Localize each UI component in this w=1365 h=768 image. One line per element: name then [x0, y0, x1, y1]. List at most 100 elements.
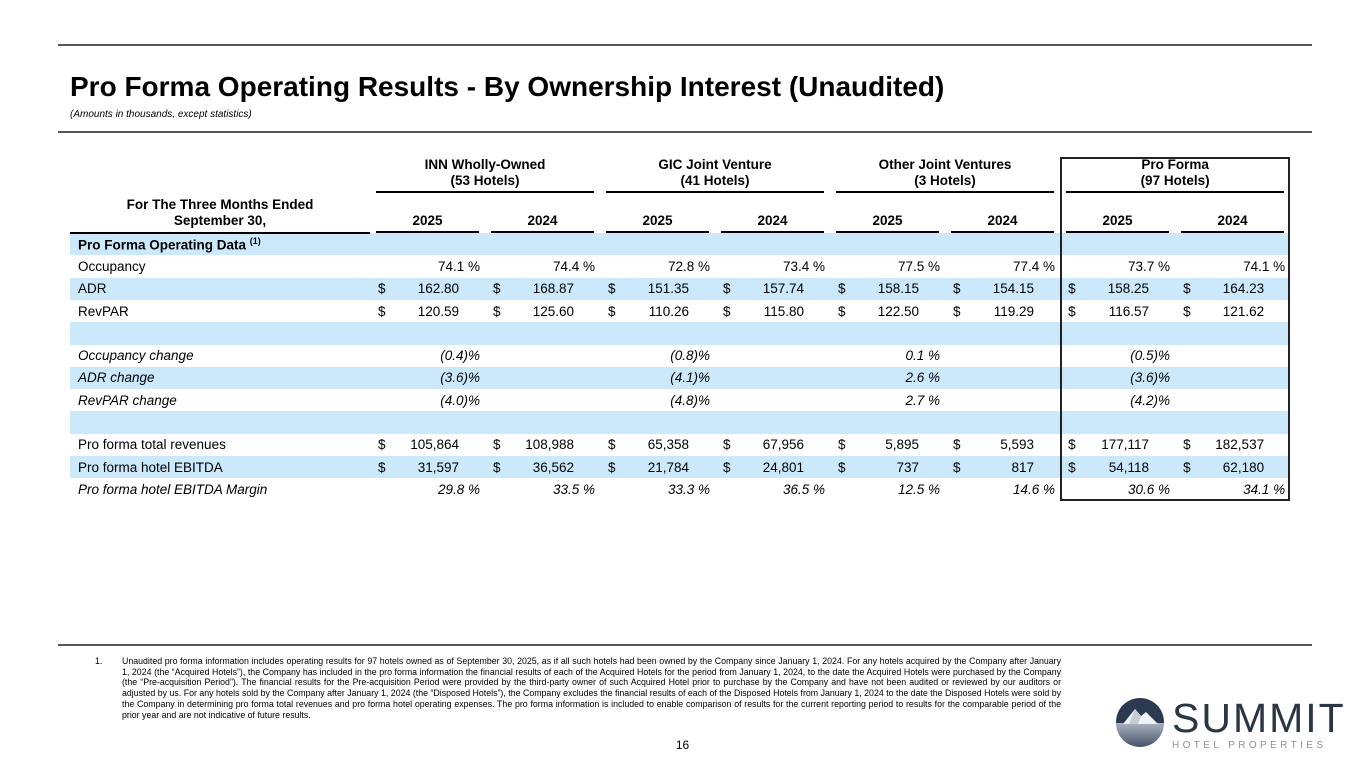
currency-symbol	[1175, 389, 1195, 411]
currency-symbol: $	[493, 437, 501, 453]
cell-value: 120.59	[417, 303, 459, 319]
currency-symbol	[945, 255, 965, 277]
cell-value: 177,117	[1101, 437, 1150, 453]
cell-value: 31,597	[417, 459, 459, 475]
year-header: 2025	[830, 193, 945, 234]
currency-symbol	[830, 478, 850, 500]
currency-symbol	[485, 478, 505, 500]
currency-symbol	[600, 345, 620, 367]
column-group-header: Other Joint Ventures (3 Hotels)	[830, 157, 1060, 194]
cell-value	[505, 345, 600, 367]
currency-symbol	[370, 345, 390, 367]
cell-value	[1195, 367, 1290, 389]
cell-value: 62,180	[1222, 459, 1265, 475]
cell-value: (4.0)%	[440, 392, 480, 408]
currency-symbol	[600, 367, 620, 389]
currency-symbol: $	[723, 281, 731, 297]
currency-symbol	[485, 345, 505, 367]
cell-value: 108,988	[525, 437, 574, 453]
table-row: Pro forma hotel EBITDA $31,597 $36,562 $21,…	[70, 456, 1291, 479]
currency-symbol: $	[378, 459, 386, 475]
spacer-row	[70, 322, 1291, 345]
cell-value: 77.4 %	[1013, 258, 1056, 274]
year-header: 2025	[600, 193, 715, 234]
currency-symbol: $	[838, 303, 846, 319]
currency-symbol: $	[838, 459, 846, 475]
cell-value: 36.5 %	[783, 481, 826, 497]
cell-value: (0.4)%	[440, 348, 480, 364]
currency-symbol	[715, 367, 735, 389]
currency-symbol: $	[953, 303, 961, 319]
row-label: Pro forma hotel EBITDA	[78, 459, 223, 475]
cell-value: 119.29	[993, 303, 1035, 319]
cell-value: 74.4 %	[552, 258, 595, 274]
section-row: Pro Forma Operating Data (1)	[70, 233, 1291, 256]
cell-value: (4.8)%	[670, 392, 710, 408]
year-header: 2024	[485, 193, 600, 234]
cell-value: (3.6)%	[1130, 370, 1171, 386]
cell-value: 115.80	[763, 303, 805, 319]
currency-symbol	[370, 478, 390, 500]
column-group-header: Pro Forma (97 Hotels)	[1060, 157, 1290, 194]
cell-value: 14.6 %	[1013, 481, 1056, 497]
currency-symbol	[1060, 345, 1080, 367]
cell-value: 0.1 %	[905, 348, 941, 364]
row-label: RevPAR change	[78, 392, 177, 408]
currency-symbol	[715, 345, 735, 367]
currency-symbol: $	[953, 281, 961, 297]
column-group-header: GIC Joint Venture (41 Hotels)	[600, 157, 830, 194]
section-label: Pro Forma Operating Data (1)	[78, 236, 261, 253]
cell-value: 158.25	[1107, 281, 1150, 297]
row-label: Pro forma total revenues	[78, 437, 226, 453]
row-label: ADR	[78, 281, 107, 297]
currency-symbol: $	[608, 303, 616, 319]
table-row: Pro forma total revenues $105,864 $108,988…	[70, 434, 1290, 456]
cell-value: 67,956	[762, 437, 805, 453]
currency-symbol	[1175, 478, 1195, 500]
cell-value	[965, 389, 1060, 411]
currency-symbol	[945, 389, 965, 411]
cell-value: 157.74	[762, 281, 805, 297]
currency-symbol: $	[608, 437, 616, 453]
table-row: ADR change (3.6)% (4.1)% 2.6 % (3.6)%	[70, 366, 1291, 390]
logo-wordmark: SUMMIT	[1172, 695, 1346, 741]
cell-value	[505, 389, 600, 411]
currency-symbol: $	[838, 437, 846, 453]
period-header: For The Three Months Ended September 30,	[70, 193, 370, 235]
top-rule	[58, 44, 1312, 46]
table-header-row: INN Wholly-Owned (53 Hotels) GIC Joint Ven…	[70, 157, 1290, 194]
currency-symbol	[600, 255, 620, 277]
currency-symbol	[1060, 255, 1080, 277]
cell-value: 77.5 %	[898, 258, 941, 274]
table-row: Pro forma hotel EBITDA Margin 29.8 % 33.5 …	[70, 478, 1290, 500]
currency-symbol: $	[1183, 459, 1191, 475]
cell-value: 2.7 %	[905, 392, 941, 408]
currency-symbol: $	[608, 281, 616, 297]
cell-value	[735, 389, 830, 411]
cell-value: 737	[896, 459, 920, 475]
currency-symbol: $	[723, 437, 731, 453]
cell-value: 12.5 %	[898, 481, 941, 497]
cell-value: 122.50	[877, 303, 920, 319]
currency-symbol: $	[608, 459, 616, 475]
cell-value: 817	[1011, 459, 1035, 475]
cell-value: 182,537	[1215, 437, 1265, 453]
table-row: Occupancy 74.1 % 74.4 % 72.8 % 73.4 % 77.5 % 7…	[70, 255, 1290, 277]
year-header: 2024	[945, 193, 1060, 234]
cell-value: 29.8 %	[437, 481, 480, 497]
currency-symbol: $	[1183, 281, 1191, 297]
row-label: Occupancy change	[78, 348, 194, 364]
cell-value: 158.15	[877, 281, 920, 297]
currency-symbol: $	[953, 459, 961, 475]
column-group-header: INN Wholly-Owned (53 Hotels)	[370, 157, 600, 194]
cell-value: 5,895	[885, 437, 920, 453]
cell-value: 73.4 %	[783, 258, 826, 274]
year-header: 2025	[370, 193, 485, 234]
currency-symbol: $	[493, 459, 501, 475]
table-row: Occupancy change (0.4)% (0.8)% 0.1 % (0.5)%	[70, 345, 1290, 367]
currency-symbol: $	[838, 281, 846, 297]
cell-value	[735, 367, 830, 389]
cell-value	[505, 367, 600, 389]
row-label: RevPAR	[78, 303, 129, 319]
